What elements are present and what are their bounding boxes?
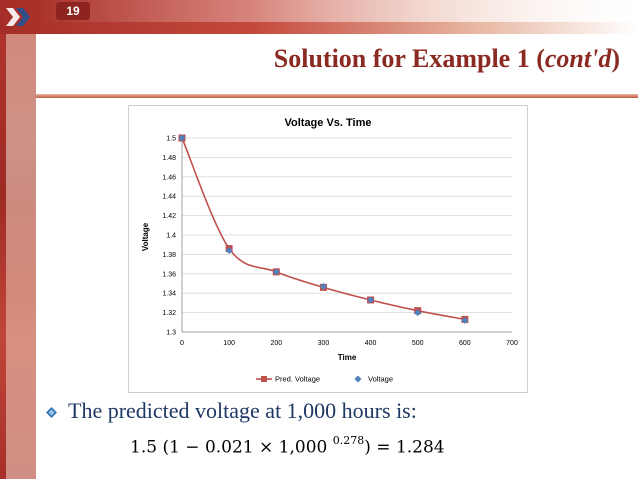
chart-series — [178, 134, 469, 324]
y-tick-label: 1.3 — [166, 330, 176, 337]
slide-number: 19 — [56, 2, 90, 20]
title-divider — [36, 94, 638, 98]
formula-rhs: = 1.284 — [376, 437, 445, 458]
y-tick-label: 1.5 — [166, 136, 176, 143]
legend-voltage-marker — [354, 375, 362, 383]
slide-title: Solution for Example 1 (cont'd) — [274, 44, 620, 74]
y-tick-label: 1.4 — [166, 233, 176, 240]
legend-pred-marker — [261, 376, 267, 382]
y-tick-label: 1.36 — [162, 271, 176, 278]
chart-legend: Pred. Voltage Voltage — [256, 375, 393, 384]
top-decor-highlight — [36, 0, 638, 22]
title-italic: cont'd — [544, 44, 612, 73]
formula-lhs: 1.5 — [130, 437, 158, 458]
voltage-marker — [367, 296, 375, 304]
chart-grid — [181, 137, 512, 333]
series-line-pred-voltage — [181, 137, 466, 321]
voltage-marker — [319, 282, 327, 290]
left-decor-highlight — [6, 0, 36, 479]
formula-close: ) — [364, 437, 371, 458]
x-tick-label: 0 — [180, 340, 184, 347]
y-tick-label: 1.34 — [162, 291, 176, 298]
y-axis-label: Voltage — [141, 222, 150, 251]
voltage-marker — [272, 268, 280, 276]
y-tick-label: 1.46 — [162, 174, 176, 181]
formula: 1.5 (1 − 0.021 × 1,000 0.278) = 1.284 — [130, 434, 445, 458]
voltage-marker — [178, 134, 186, 142]
bullet-text: The predicted voltage at 1,000 hours is: — [68, 398, 417, 423]
x-tick-label: 400 — [365, 340, 377, 347]
title-close: ) — [611, 44, 620, 73]
x-tick-label: 500 — [412, 340, 424, 347]
y-tick-label: 1.32 — [162, 310, 176, 317]
voltage-marker — [461, 316, 469, 324]
formula-open: (1 − 0.021 × 1,000 — [162, 437, 328, 458]
x-axis-ticks: 0 100 200 300 400 500 600 700 — [180, 340, 518, 347]
y-tick-label: 1.44 — [162, 194, 176, 201]
legend-label-voltage: Voltage — [368, 375, 393, 384]
chart-container: Voltage Vs. Time 1.3 1.32 1.34 1.36 1.38 1.4 1… — [128, 105, 528, 393]
chart-title: Voltage Vs. Time — [284, 117, 371, 129]
x-axis-label: Time — [338, 353, 357, 362]
y-tick-label: 1.48 — [162, 155, 176, 162]
y-tick-label: 1.42 — [162, 213, 176, 220]
y-axis-ticks: 1.3 1.32 1.34 1.36 1.38 1.4 1.42 1.44 1.46 1.48 1.… — [162, 136, 176, 337]
formula-exponent: 0.278 — [332, 434, 365, 447]
voltage-marker — [414, 309, 422, 317]
x-tick-label: 600 — [459, 340, 471, 347]
y-tick-label: 1.38 — [162, 252, 176, 259]
x-tick-label: 200 — [270, 340, 282, 347]
x-tick-label: 700 — [506, 340, 518, 347]
title-main: Solution for Example 1 ( — [273, 44, 545, 73]
voltage-marker — [225, 247, 233, 255]
bullet-diamond-icon — [46, 407, 57, 418]
x-tick-label: 100 — [223, 340, 235, 347]
legend-label-pred-voltage: Pred. Voltage — [275, 375, 320, 384]
voltage-time-chart: Voltage Vs. Time 1.31.321.341.361.381.41… — [141, 117, 518, 384]
x-tick-label: 300 — [318, 340, 330, 347]
chevron-arrows-icon — [6, 8, 30, 26]
